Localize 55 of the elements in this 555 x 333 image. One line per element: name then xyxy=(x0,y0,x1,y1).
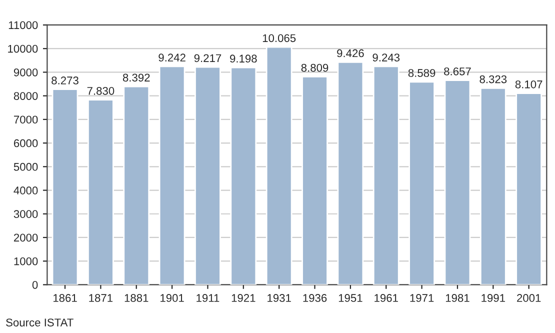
x-tick-label: 1961 xyxy=(374,294,398,302)
y-tick-label: 6000 xyxy=(14,139,38,148)
y-tick-label: 8000 xyxy=(14,92,38,100)
bar xyxy=(230,66,257,285)
bar xyxy=(516,92,542,285)
y-tick-label: 7000 xyxy=(14,116,38,124)
bar xyxy=(444,80,471,285)
data-label: 8.589 xyxy=(408,69,436,77)
bar xyxy=(302,76,328,285)
x-tick-label: 1901 xyxy=(160,294,184,302)
data-label: 8.392 xyxy=(122,74,150,82)
y-tick-label: 11000 xyxy=(8,21,38,30)
x-tick-label: 1991 xyxy=(482,294,505,302)
data-label: 8.657 xyxy=(444,67,471,76)
bar xyxy=(337,61,364,285)
y-tick-label: 9000 xyxy=(14,68,38,76)
x-tick-label: 1921 xyxy=(232,294,256,302)
data-label: 7.830 xyxy=(87,86,114,95)
bar xyxy=(372,66,400,285)
data-label: 10.065 xyxy=(262,34,296,42)
y-tick-label: 5000 xyxy=(14,162,38,171)
y-tick-label: 4000 xyxy=(14,186,38,194)
x-tick-label: 1871 xyxy=(89,294,113,302)
data-label: 9.242 xyxy=(158,54,186,62)
data-label: 8.323 xyxy=(480,75,507,84)
x-tick-label: 1881 xyxy=(124,294,148,302)
data-label: 9.217 xyxy=(194,54,222,62)
x-tick-label: 1981 xyxy=(446,294,470,302)
y-tick-label: 0 xyxy=(32,280,38,289)
data-label: 8.107 xyxy=(515,80,542,88)
x-tick-label: 1936 xyxy=(303,294,327,302)
bar xyxy=(158,66,186,285)
data-label: 9.243 xyxy=(372,54,400,62)
bar xyxy=(480,87,506,285)
x-tick-label: 2001 xyxy=(517,294,541,302)
bar xyxy=(266,46,292,285)
bar xyxy=(194,66,221,285)
x-tick-label: 1931 xyxy=(268,294,291,302)
y-tick-label: 1000 xyxy=(14,257,38,266)
x-tick-label: 1971 xyxy=(410,294,434,302)
y-tick-label: 3000 xyxy=(14,210,38,218)
data-label: 9.198 xyxy=(230,54,257,63)
bar xyxy=(88,99,114,285)
source-note: Source ISTAT xyxy=(6,318,74,326)
bar xyxy=(123,86,150,285)
y-tick-label: 10000 xyxy=(8,44,38,53)
data-label: 8.273 xyxy=(52,76,78,84)
y-tick-label: 2000 xyxy=(14,234,38,242)
bar xyxy=(52,88,78,285)
x-tick-label: 1861 xyxy=(54,294,77,302)
x-tick-label: 1951 xyxy=(338,294,362,302)
data-label: 8.809 xyxy=(301,64,328,72)
x-tick-label: 1911 xyxy=(196,294,220,302)
bar xyxy=(408,81,435,285)
data-label: 9.426 xyxy=(337,49,364,58)
